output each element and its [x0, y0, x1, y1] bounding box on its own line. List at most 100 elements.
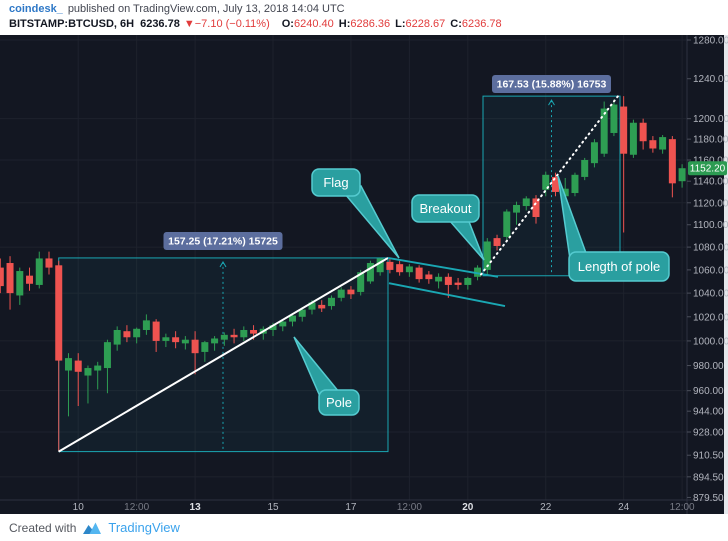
ohlc-values: O:6240.40 H:6286.36 L:6228.67 C:6236.78 — [277, 18, 502, 30]
symbol-title: BITSTAMP:BTCUSD, 6H — [9, 18, 135, 30]
candle-body — [493, 238, 501, 246]
price-tick-label: 928.00 — [693, 428, 724, 439]
callout-breakout[interactable]: Breakout — [411, 194, 485, 261]
callout-bubble — [311, 168, 361, 197]
ohlc-label: C: — [450, 18, 462, 30]
candle-body — [269, 325, 277, 331]
callout-bubble — [568, 251, 670, 282]
ohlc-label: H: — [338, 18, 351, 30]
price-tick-label: 1100.00 — [693, 220, 728, 231]
candle-body — [0, 267, 4, 287]
current-price-text: 1152.20 — [690, 164, 726, 175]
ohlc-label: O: — [281, 18, 294, 30]
candle-body — [220, 334, 228, 340]
candle-body — [35, 258, 43, 285]
down-arrow-icon: ▼ — [183, 18, 195, 30]
tradingview-link[interactable]: TradingView — [108, 520, 180, 535]
time-tick-label: 15 — [267, 502, 279, 513]
candle-body — [425, 274, 433, 280]
measure-pill — [492, 75, 611, 93]
candle-body — [454, 282, 462, 285]
ohlc-value: 6228.67 — [405, 18, 446, 30]
candle-body — [366, 263, 374, 282]
candle-body — [542, 174, 550, 190]
candle-body — [103, 342, 111, 369]
published-text: published on TradingView.com, July 13, 2… — [67, 3, 345, 15]
candle-body — [376, 258, 384, 273]
candle-body — [84, 368, 92, 376]
time-tick-label: 12:00 — [670, 502, 695, 513]
candle-body — [513, 204, 521, 213]
candle-body — [250, 330, 258, 334]
price-tick-label: 1240.00 — [693, 74, 728, 85]
tradingview-logo-icon — [83, 522, 102, 534]
candle-body — [123, 331, 131, 338]
candle-body — [113, 330, 121, 345]
price-change: −7.10 (−0.11%) — [194, 18, 270, 30]
candle-body — [45, 258, 53, 268]
length-of-pole-line — [480, 95, 619, 276]
measure-pill — [163, 232, 283, 250]
time-tick-label: 20 — [462, 502, 474, 513]
measure-pill-text: 157.25 (17.21%) 15725 — [168, 236, 278, 248]
candle-body — [230, 334, 238, 338]
candle-body — [639, 122, 647, 142]
candle-body — [201, 342, 209, 352]
price-tick-label: 1200.00 — [693, 114, 728, 125]
time-tick-label: 17 — [345, 502, 357, 513]
price-tick-label: 1280.00 — [693, 36, 728, 47]
time-tick-label: 13 — [190, 502, 202, 513]
price-tick-label: 1040.00 — [693, 289, 728, 300]
time-tick-label: 22 — [540, 502, 552, 513]
candle-body — [64, 358, 72, 371]
candle-body — [396, 264, 404, 273]
candle-body — [386, 261, 394, 270]
time-tick-label: 24 — [618, 502, 630, 513]
callout-flag[interactable]: Flag — [311, 168, 400, 259]
symbol-line: BITSTAMP:BTCUSD, 6H 6236.78 ▼−7.10 (−0.11%… — [9, 18, 502, 30]
flag-upper-line — [387, 256, 499, 278]
candle-body — [16, 271, 24, 296]
candle-body — [405, 266, 413, 273]
candle-body — [318, 304, 326, 309]
callout-pole[interactable]: Pole — [293, 336, 360, 416]
price-range-arrow-icon — [548, 99, 555, 106]
candle-body — [483, 241, 491, 270]
author-link[interactable]: coindesk_ — [9, 3, 63, 15]
header: coindesk_ published on TradingView.com, J… — [0, 0, 728, 35]
candle-body — [571, 174, 579, 194]
callout-length-of-pole[interactable]: Length of pole — [557, 175, 670, 282]
candle-body — [435, 276, 443, 282]
candle-body — [191, 339, 199, 354]
candle-body — [279, 321, 287, 327]
price-tick-label: 1180.00 — [693, 135, 728, 146]
last-price: 6236.78 — [140, 18, 180, 30]
callout-bubble — [411, 194, 480, 223]
current-price-pill — [688, 161, 727, 176]
footer: Created with TradingView — [0, 514, 728, 541]
candle-body — [152, 321, 160, 341]
price-tick-label: 1120.00 — [693, 198, 728, 209]
price-tick-label: 1060.00 — [693, 265, 728, 276]
ohlc-label: L: — [395, 18, 406, 30]
price-range-arrow-icon — [219, 260, 227, 268]
candle-body — [337, 289, 345, 298]
price-tick-label: 879.50 — [693, 493, 724, 504]
pole-trendline — [58, 257, 389, 453]
price-tick-label: 960.00 — [693, 386, 724, 397]
candle-body — [240, 330, 248, 338]
flag-lower-line — [388, 282, 506, 308]
price-tick-label: 1160.00 — [693, 155, 728, 166]
candle-body — [649, 140, 657, 149]
price-tick-label: 980.00 — [693, 361, 724, 372]
candle-body — [289, 315, 296, 322]
candle-body — [142, 320, 150, 331]
time-tick-label: 12:00 — [397, 502, 422, 513]
pane — [0, 35, 687, 500]
candle-body — [551, 176, 559, 192]
candle-body — [464, 277, 472, 285]
price-tick-label: 1020.00 — [693, 312, 728, 323]
right-edge-strip — [724, 35, 728, 514]
